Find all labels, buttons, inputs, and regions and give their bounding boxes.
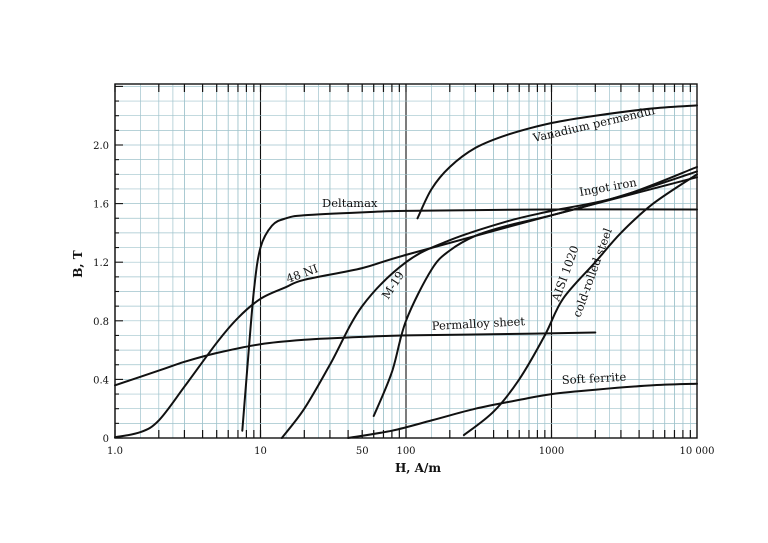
chart-curves [114,104,698,439]
x-tick-label: 100 [396,446,415,457]
y-tick-labels: 0 0.4 0.8 1.2 1.6 2.0 [93,141,109,445]
label-permalloy-sheet: Permalloy sheet [431,314,525,333]
x-tick-label: 1000 [539,446,564,457]
axis-ticks [114,84,691,439]
x-axis-title: H, A/m [395,461,441,475]
y-tick-label: 0.4 [93,375,109,386]
y-tick-label: 0.8 [93,317,109,328]
x-tick-labels: 1.0 10 50 100 1000 10 000 [107,446,714,457]
curve-deltamax [241,208,698,432]
label-48-ni: 48 NI [284,261,320,285]
curve-48-ni [114,176,698,439]
label-deltamax: Deltamax [322,196,378,210]
x-tick-label: 10 000 [680,446,715,457]
x-tick-label: 50 [356,446,369,457]
curve-permalloy-sheet [114,331,597,387]
x-tick-label: 1.0 [107,446,123,457]
y-axis-title: B, T [71,250,85,277]
curve-soft-ferrite [347,382,698,439]
curve-vanadium-permendur [416,104,698,220]
label-soft-ferrite: Soft ferrite [561,370,626,387]
curve-m-19 [280,166,698,439]
y-tick-label: 1.2 [93,258,109,269]
y-tick-label: 0 [103,434,109,445]
label-m19: M-19 [379,269,407,302]
x-tick-label: 10 [254,446,267,457]
label-cold-rolled-steel: cold-rolled steel [570,226,615,319]
y-tick-label: 1.6 [93,200,109,211]
y-tick-label: 2.0 [93,141,109,152]
